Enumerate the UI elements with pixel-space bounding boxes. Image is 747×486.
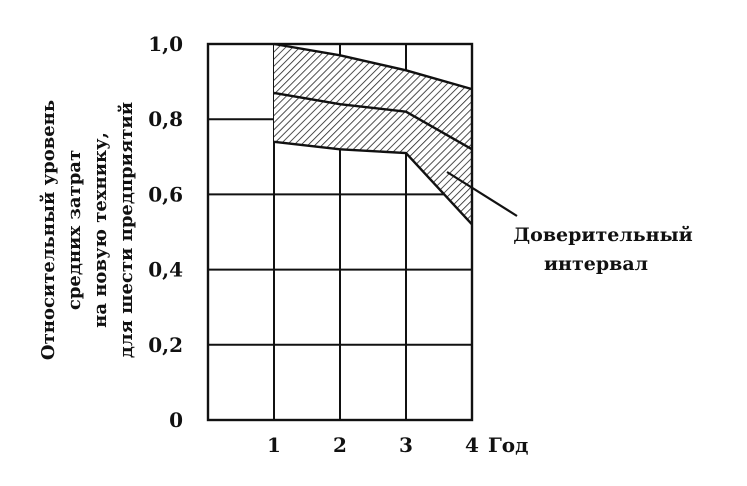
band-annotation-leader [446, 171, 518, 217]
confidence-band-area [274, 44, 472, 225]
x-axis-label: Год [488, 433, 528, 457]
series-lines [273, 42, 473, 226]
y-tick-label-0: 0 [169, 408, 183, 432]
y-tick-label-3: 0,6 [148, 182, 183, 206]
y-axis-label: Относительный уровень средних затрат на … [38, 100, 137, 360]
series-line-upper [273, 42, 473, 91]
x-tick-label-3: 4 [465, 433, 479, 457]
y-tick-label-2: 0,4 [148, 258, 183, 282]
x-tick-label-1: 2 [333, 433, 347, 457]
band-annotation-line-2: интервал [544, 253, 648, 275]
y-tick-label-4: 0,8 [148, 107, 183, 131]
y-tick-label-1: 0,2 [148, 333, 183, 357]
series-line-mean [273, 91, 473, 151]
x-tick-label-0: 1 [267, 433, 281, 457]
y-axis-label-line-3: на новую технику, [90, 132, 111, 328]
y-axis-label-line-4: для шести предприятий [116, 102, 137, 358]
y-tick-label-5: 1,0 [148, 32, 183, 56]
x-tick-label-2: 3 [399, 433, 413, 457]
series-line-lower [273, 140, 473, 226]
confidence-band [274, 44, 472, 225]
y-tick-labels: 0 0,2 0,4 0,6 0,8 1,0 [148, 32, 183, 432]
plot-frame [206, 42, 474, 422]
x-tick-labels: 1 2 3 4 [267, 433, 479, 457]
plot-border [206, 42, 474, 422]
band-annotation-line-1: Доверительный [513, 224, 692, 246]
y-axis-label-line-1: Относительный уровень [38, 100, 59, 360]
y-axis-label-line-2: средних затрат [64, 150, 85, 310]
